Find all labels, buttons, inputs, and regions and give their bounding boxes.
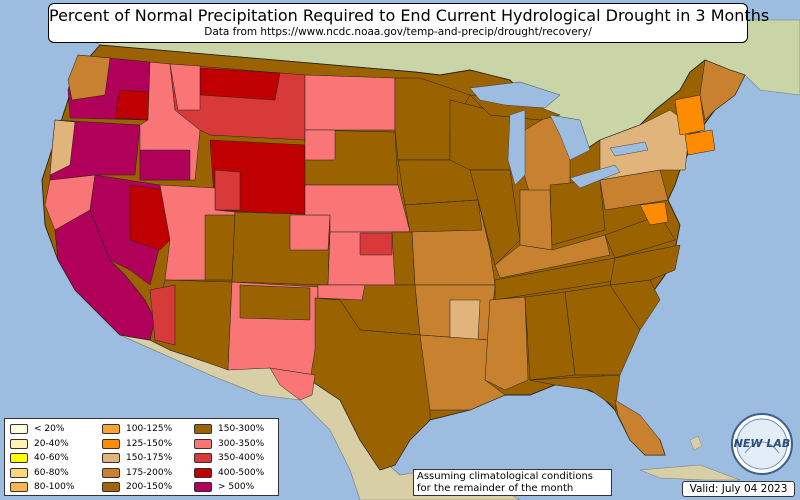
florida-south bbox=[614, 399, 666, 456]
legend-swatch bbox=[102, 482, 120, 493]
legend-swatch bbox=[194, 482, 212, 493]
arkansas-east bbox=[449, 299, 481, 341]
legend-swatch bbox=[194, 453, 212, 464]
kansas-east bbox=[391, 231, 416, 286]
legend-swatch bbox=[10, 482, 28, 493]
legend: < 20% 20-40% 40-60% 60-80% 80-100% 100-125% 12… bbox=[4, 418, 279, 496]
legend-label: 175-200% bbox=[126, 467, 173, 478]
legend-item: 150-300% bbox=[194, 422, 284, 437]
wyoming-south bbox=[214, 169, 241, 211]
legend-label: 80-100% bbox=[34, 482, 75, 493]
bahamas bbox=[689, 435, 703, 451]
georgia bbox=[564, 284, 641, 376]
legend-item: 40-60% bbox=[10, 451, 102, 466]
vermont-nh bbox=[674, 94, 706, 136]
missouri-north bbox=[404, 199, 483, 233]
note-line-1: Assuming climatological conditions bbox=[417, 471, 593, 482]
legend-item: 80-100% bbox=[10, 480, 102, 495]
legend-label: 300-350% bbox=[218, 438, 265, 449]
map-title: Percent of Normal Precipitation Required… bbox=[49, 6, 770, 25]
legend-item: 200-150% bbox=[102, 480, 194, 495]
oregon-coast bbox=[49, 119, 76, 176]
montana-west bbox=[169, 63, 201, 111]
legend-swatch bbox=[102, 424, 120, 435]
illinois bbox=[469, 169, 521, 266]
north-carolina bbox=[609, 244, 681, 286]
montana-north bbox=[199, 67, 281, 101]
newlab-logo: NEW LAB bbox=[731, 413, 793, 475]
legend-item: 150-175% bbox=[102, 451, 194, 466]
valid-date-label: Valid: July 04 2023 bbox=[682, 481, 795, 497]
lake-michigan bbox=[507, 109, 526, 186]
oklahoma-central bbox=[359, 232, 393, 256]
svg-text:NEW LAB: NEW LAB bbox=[734, 437, 791, 450]
note-line-2: for the remainder of the month bbox=[417, 483, 574, 494]
legend-swatch bbox=[10, 438, 28, 449]
legend-swatch bbox=[194, 467, 212, 478]
assumption-note: Assuming climatological conditions for t… bbox=[413, 469, 612, 496]
legend-swatch bbox=[102, 453, 120, 464]
legend-label: > 500% bbox=[218, 482, 255, 493]
lake-huron bbox=[549, 114, 591, 161]
legend-swatch bbox=[10, 424, 28, 435]
virginia bbox=[604, 214, 676, 259]
legend-label: 400-500% bbox=[218, 467, 265, 478]
legend-item: 60-80% bbox=[10, 466, 102, 481]
map-subtitle: Data from https://www.ncdc.noaa.gov/temp… bbox=[204, 26, 592, 38]
maine bbox=[699, 59, 746, 121]
legend-label: 60-80% bbox=[34, 467, 69, 478]
new-mexico-north bbox=[239, 284, 311, 321]
washington-east bbox=[114, 89, 151, 121]
arizona-west bbox=[149, 284, 176, 346]
legend-item: 100-125% bbox=[102, 422, 194, 437]
legend-item: < 20% bbox=[10, 422, 102, 437]
north-dakota bbox=[304, 74, 396, 131]
mississippi bbox=[484, 296, 529, 391]
utah-east bbox=[204, 214, 236, 281]
legend-item: 20-40% bbox=[10, 437, 102, 452]
idaho-south bbox=[139, 149, 191, 181]
maryland bbox=[639, 201, 669, 226]
washington-coast bbox=[67, 54, 111, 101]
south-dakota-west bbox=[304, 129, 336, 161]
legend-item: 300-350% bbox=[194, 437, 284, 452]
legend-label: 150-300% bbox=[218, 424, 265, 435]
legend-label: 20-40% bbox=[34, 438, 69, 449]
legend-swatch bbox=[194, 438, 212, 449]
legend-label: < 20% bbox=[34, 424, 65, 435]
oklahoma-panhandle bbox=[317, 284, 366, 301]
texas bbox=[309, 297, 431, 471]
lake-ontario bbox=[609, 141, 649, 157]
nevada-east bbox=[129, 184, 171, 251]
legend-swatch bbox=[102, 438, 120, 449]
legend-swatch bbox=[10, 467, 28, 478]
legend-item: 125-150% bbox=[102, 437, 194, 452]
legend-label: 40-60% bbox=[34, 453, 69, 464]
texas-west bbox=[269, 367, 316, 401]
legend-item: 175-200% bbox=[102, 466, 194, 481]
cuba bbox=[639, 464, 741, 481]
legend-label: 100-125% bbox=[126, 424, 173, 435]
lake-erie bbox=[569, 164, 621, 189]
legend-swatch bbox=[102, 467, 120, 478]
legend-swatch bbox=[10, 453, 28, 464]
legend-item: 350-400% bbox=[194, 451, 284, 466]
legend-swatch bbox=[194, 424, 212, 435]
legend-label: 150-175% bbox=[126, 453, 173, 464]
legend-label: 200-150% bbox=[126, 482, 173, 493]
massachusetts bbox=[684, 129, 716, 156]
colorado-east bbox=[289, 214, 331, 251]
legend-label: 350-400% bbox=[218, 453, 265, 464]
legend-grid: < 20% 20-40% 40-60% 60-80% 80-100% 100-125% 12… bbox=[5, 419, 278, 495]
lake-superior bbox=[469, 81, 561, 109]
indiana bbox=[519, 189, 553, 251]
title-box: Percent of Normal Precipitation Required… bbox=[48, 3, 770, 43]
legend-item: 400-500% bbox=[194, 466, 284, 481]
legend-label: 125-150% bbox=[126, 438, 173, 449]
legend-item: > 500% bbox=[194, 480, 284, 495]
